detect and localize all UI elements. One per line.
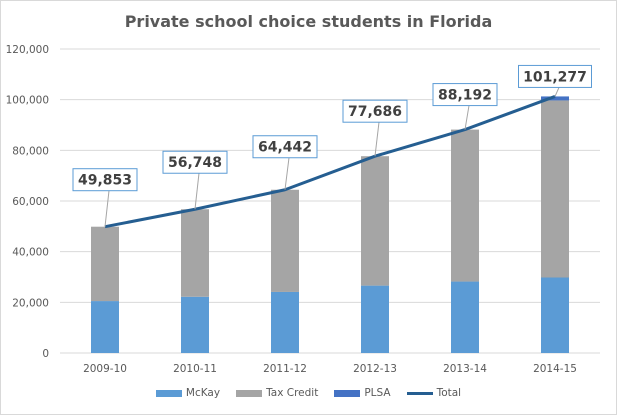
legend-swatch-plsa [334, 389, 361, 397]
bar-mckay [361, 285, 389, 353]
bar-tax-credit [451, 129, 479, 282]
data-label-box [162, 150, 228, 174]
data-label: 64,442 [258, 140, 312, 156]
y-tick-label: 100,000 [6, 95, 49, 107]
bar-mckay [271, 291, 299, 353]
line-total [104, 95, 556, 229]
data-label: 101,277 [523, 69, 587, 85]
bar-tax-credit [271, 189, 299, 292]
x-tick-label: 2011-12 [263, 363, 307, 375]
legend-swatch-tax-credit [236, 389, 263, 397]
y-tick-label: 80,000 [12, 145, 49, 157]
x-tick-label: 2010-11 [173, 363, 217, 375]
data-label-box [518, 64, 592, 88]
bar-mckay [181, 296, 209, 353]
y-tick-label: 60,000 [12, 196, 49, 208]
x-tick-label: 2014-15 [533, 363, 577, 375]
label-leader [104, 190, 110, 227]
y-tick-label: 40,000 [12, 247, 49, 259]
label-leader [194, 173, 200, 210]
label-leader [374, 122, 380, 157]
label-leader [284, 157, 290, 190]
legend-label-mckay: McKay [185, 387, 221, 399]
data-label: 88,192 [438, 88, 492, 104]
legend-label-plsa: PLSA [364, 387, 391, 399]
bar-tax-credit [541, 100, 569, 278]
legend-label-total: Total [436, 387, 462, 399]
legend-swatch-mckay [155, 389, 182, 397]
legend: McKay Tax Credit PLSA Total [0, 387, 617, 399]
data-label: 49,853 [78, 173, 132, 189]
y-tick-label: 120,000 [6, 44, 49, 56]
data-label-box [252, 135, 318, 159]
bar-tax-credit [361, 156, 389, 286]
legend-item-total: Total [406, 387, 462, 399]
legend-label-tax-credit: Tax Credit [266, 387, 319, 399]
y-tick-label: 20,000 [12, 297, 49, 309]
x-tick-label: 2012-13 [353, 363, 397, 375]
label-leader [464, 105, 470, 130]
data-label-box [72, 168, 138, 192]
bar-plsa [541, 96, 569, 101]
bar-mckay [541, 277, 569, 353]
data-label: 77,686 [348, 104, 402, 120]
bar-mckay [91, 301, 119, 353]
bar-tax-credit [91, 226, 119, 302]
y-tick-label: 0 [42, 348, 49, 360]
chart-title: Private school choice students in Florid… [124, 12, 493, 31]
x-tick-label: 2009-10 [83, 363, 127, 375]
data-label-box [342, 99, 408, 123]
data-label: 56,748 [168, 155, 222, 171]
data-label-box [432, 83, 498, 107]
legend-item-mckay: McKay [155, 387, 221, 399]
legend-swatch-total [406, 391, 433, 395]
x-tick-label: 2013-14 [443, 363, 487, 375]
legend-item-tax-credit: Tax Credit [236, 387, 318, 399]
legend-item-plsa: PLSA [334, 387, 391, 399]
bar-tax-credit [181, 209, 209, 297]
label-leader [554, 87, 560, 97]
bar-mckay [451, 281, 479, 353]
